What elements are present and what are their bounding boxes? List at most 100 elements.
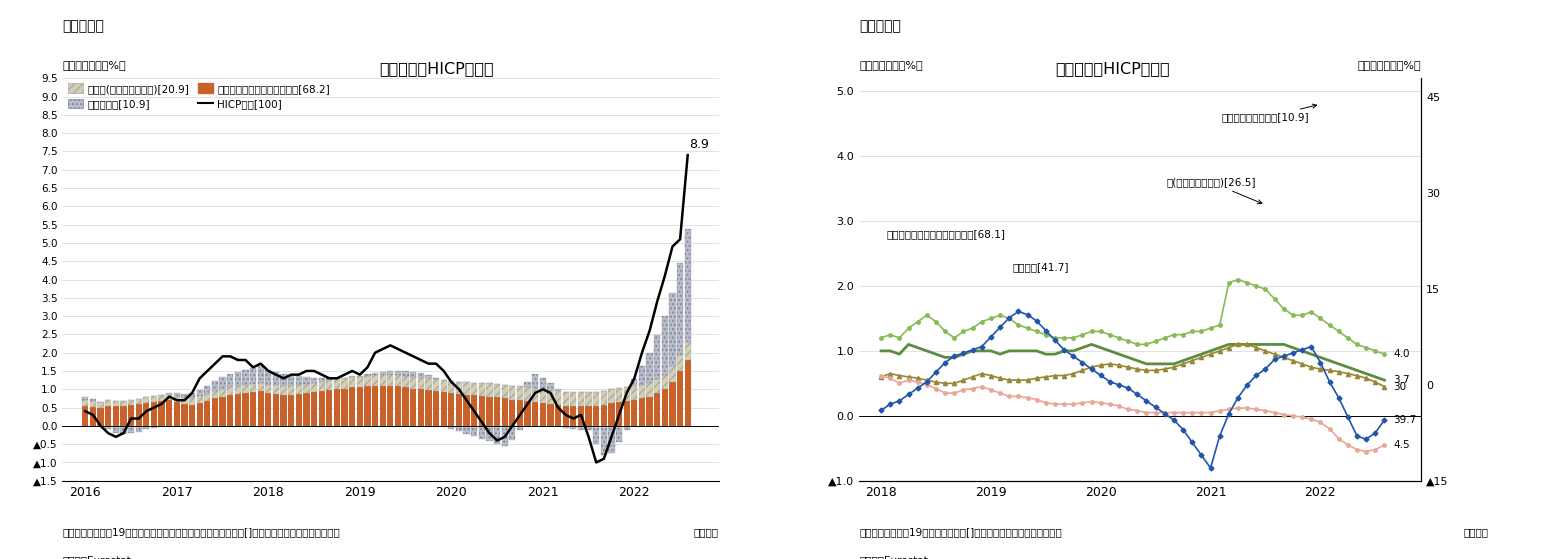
- Bar: [319, 382, 325, 391]
- Text: （図表１）: （図表１）: [62, 20, 105, 34]
- Bar: [570, 426, 576, 429]
- Bar: [326, 380, 333, 390]
- Bar: [281, 375, 287, 386]
- Bar: [334, 380, 341, 389]
- Bar: [112, 401, 119, 406]
- Bar: [189, 398, 195, 405]
- Bar: [647, 396, 653, 426]
- Bar: [166, 394, 172, 400]
- Bar: [342, 378, 348, 389]
- Text: エネルギー（右軸）[10.9]: エネルギー（右軸）[10.9]: [1221, 104, 1317, 122]
- Bar: [540, 403, 547, 426]
- Bar: [152, 402, 158, 426]
- Bar: [533, 402, 539, 426]
- Bar: [517, 386, 523, 400]
- Bar: [403, 376, 409, 387]
- Bar: [586, 426, 592, 430]
- Bar: [601, 391, 608, 405]
- Bar: [258, 383, 264, 391]
- Bar: [662, 375, 669, 389]
- Bar: [173, 396, 180, 402]
- Bar: [295, 394, 301, 426]
- Bar: [83, 400, 89, 406]
- Bar: [403, 387, 409, 426]
- Bar: [189, 405, 195, 426]
- Bar: [380, 372, 386, 375]
- Bar: [144, 403, 150, 426]
- Bar: [509, 400, 515, 426]
- Bar: [456, 382, 462, 394]
- Bar: [395, 375, 401, 386]
- Bar: [242, 369, 248, 385]
- Bar: [319, 391, 325, 426]
- Bar: [464, 426, 470, 434]
- Bar: [220, 377, 226, 389]
- Bar: [242, 385, 248, 393]
- Bar: [226, 387, 233, 395]
- Bar: [494, 397, 500, 426]
- Bar: [472, 426, 478, 436]
- Bar: [464, 395, 470, 426]
- Bar: [112, 406, 119, 426]
- Bar: [615, 402, 622, 426]
- Bar: [623, 401, 629, 426]
- Text: 3.7: 3.7: [1393, 375, 1410, 385]
- Bar: [615, 426, 622, 442]
- Bar: [440, 392, 447, 426]
- Bar: [197, 390, 203, 396]
- Bar: [91, 401, 97, 407]
- Bar: [91, 407, 97, 426]
- Bar: [303, 377, 309, 384]
- Bar: [166, 400, 172, 426]
- Bar: [684, 342, 690, 360]
- Bar: [356, 387, 362, 426]
- Bar: [670, 382, 676, 426]
- Bar: [166, 392, 172, 394]
- Bar: [287, 376, 294, 386]
- Bar: [128, 405, 134, 426]
- Bar: [623, 387, 629, 401]
- Bar: [395, 386, 401, 426]
- Bar: [234, 372, 241, 386]
- Bar: [152, 396, 158, 402]
- Bar: [501, 385, 508, 399]
- Bar: [387, 371, 394, 375]
- Bar: [326, 390, 333, 426]
- Bar: [586, 392, 592, 406]
- Bar: [631, 386, 637, 400]
- Bar: [250, 368, 256, 384]
- Bar: [670, 366, 676, 382]
- Bar: [197, 396, 203, 403]
- Bar: [226, 395, 233, 426]
- Bar: [525, 387, 531, 401]
- Bar: [670, 293, 676, 366]
- Text: （図表２）: （図表２）: [859, 20, 901, 34]
- Title: ユーロ圏のHICP上昇率: ユーロ圏のHICP上昇率: [1054, 61, 1170, 75]
- Bar: [189, 393, 195, 398]
- Text: 8.9: 8.9: [689, 139, 709, 151]
- Bar: [478, 396, 484, 426]
- Bar: [417, 373, 423, 377]
- Bar: [364, 375, 370, 376]
- Bar: [158, 395, 164, 401]
- Bar: [654, 393, 661, 426]
- Bar: [303, 384, 309, 393]
- Bar: [647, 383, 653, 396]
- Bar: [472, 383, 478, 395]
- Bar: [181, 404, 187, 426]
- Text: エネルギーと飲食料を除く総合[68.1]: エネルギーと飲食料を除く総合[68.1]: [887, 229, 1006, 239]
- Bar: [105, 426, 111, 429]
- Bar: [334, 378, 341, 380]
- Bar: [226, 374, 233, 387]
- Bar: [631, 378, 637, 386]
- Bar: [533, 373, 539, 388]
- Bar: [608, 403, 614, 426]
- Bar: [562, 392, 569, 406]
- Bar: [120, 406, 127, 426]
- Bar: [205, 386, 211, 394]
- Bar: [266, 393, 272, 426]
- Bar: [120, 426, 127, 434]
- Bar: [342, 389, 348, 426]
- Bar: [120, 401, 127, 406]
- Bar: [517, 426, 523, 429]
